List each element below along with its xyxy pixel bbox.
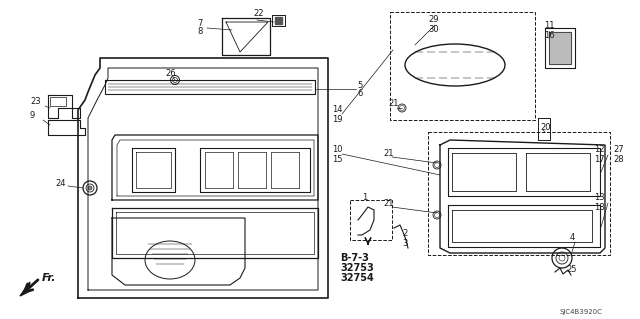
Text: 7: 7	[197, 19, 202, 28]
Text: 21: 21	[383, 149, 394, 158]
Polygon shape	[20, 282, 30, 296]
Text: 2: 2	[402, 228, 407, 238]
Text: 12: 12	[594, 145, 605, 154]
Text: 11: 11	[544, 21, 554, 31]
Text: 17: 17	[594, 155, 605, 165]
Text: 5: 5	[357, 80, 362, 90]
Text: 13: 13	[594, 194, 605, 203]
Text: 1: 1	[362, 194, 367, 203]
Text: 16: 16	[544, 32, 555, 41]
Text: 27: 27	[613, 145, 623, 154]
Text: 22: 22	[253, 10, 264, 19]
Text: 10: 10	[332, 145, 342, 154]
Text: 6: 6	[357, 90, 362, 99]
Text: 21: 21	[388, 100, 399, 108]
Text: 32754: 32754	[340, 273, 374, 283]
Text: B-7-3: B-7-3	[340, 253, 369, 263]
Text: 20: 20	[540, 123, 550, 132]
Polygon shape	[549, 32, 571, 64]
Text: 3: 3	[402, 239, 408, 248]
Text: 30: 30	[428, 26, 438, 34]
Text: 25: 25	[566, 265, 577, 275]
Text: 29: 29	[428, 16, 438, 25]
Text: 21: 21	[383, 198, 394, 207]
Text: 23: 23	[30, 98, 40, 107]
Text: Fr.: Fr.	[42, 273, 56, 283]
Text: 32753: 32753	[340, 263, 374, 273]
Text: 8: 8	[197, 27, 202, 36]
Text: 19: 19	[332, 115, 342, 123]
Text: 28: 28	[613, 155, 623, 165]
Text: 18: 18	[594, 204, 605, 212]
Text: SJC4B3920C: SJC4B3920C	[560, 309, 603, 315]
Text: 4: 4	[570, 234, 575, 242]
Text: 24: 24	[55, 179, 65, 188]
Text: 26: 26	[165, 69, 175, 78]
Text: 9: 9	[30, 112, 35, 121]
Polygon shape	[275, 17, 282, 24]
Ellipse shape	[88, 186, 92, 190]
Text: 15: 15	[332, 154, 342, 164]
Text: 14: 14	[332, 106, 342, 115]
